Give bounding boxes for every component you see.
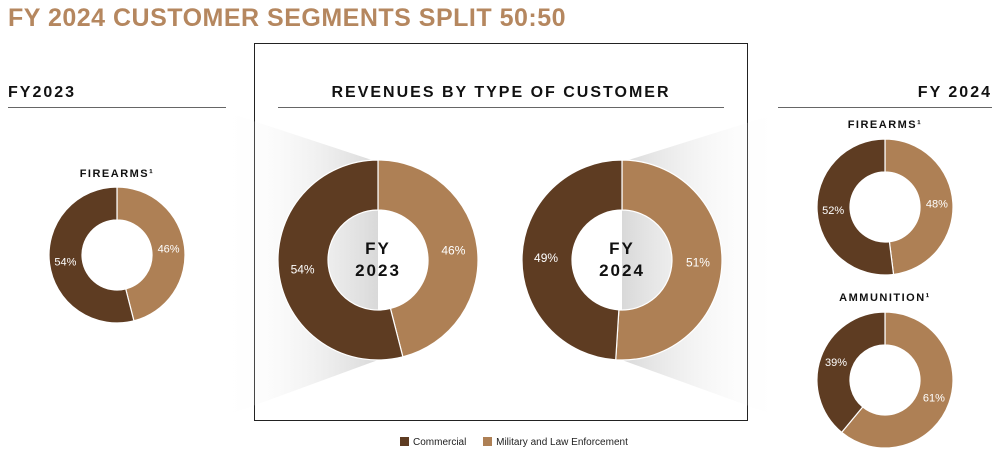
donut-center-label: 2024 (599, 261, 645, 280)
fy2023-rule (8, 107, 226, 108)
slice-label-commercial: 54% (54, 256, 76, 268)
donut-chart-5: 61% 39% AMMUNITION¹ (816, 292, 954, 449)
slice-commercial (48, 186, 135, 324)
legend-swatch-military (483, 437, 493, 446)
slice-label-military-and-law-enforcement: 51% (686, 256, 710, 270)
center-rule (278, 107, 724, 108)
slice-label-commercial: 39% (825, 357, 847, 369)
legend-label-commercial: Commercial (413, 437, 467, 448)
slice-label-military-and-law-enforcement: 46% (158, 243, 180, 255)
slice-label-military-and-law-enforcement: 48% (926, 199, 948, 211)
legend: Commercial Military and Law Enforcement (400, 437, 642, 448)
slice-military-and-law-enforcement (840, 311, 954, 449)
legend-swatch-commercial (400, 437, 409, 446)
donut-chart-3: 51% 49% FY 2024 (521, 159, 723, 361)
donut-chart-4: 48% 52% FIREARMS¹ (816, 119, 954, 276)
donut-center-label: FY (365, 239, 391, 258)
donut-title: AMMUNITION¹ (839, 292, 931, 304)
legend-item-commercial: Commercial (400, 437, 466, 448)
slice-military-and-law-enforcement (615, 159, 723, 361)
legend-label-military: Military and Law Enforcement (496, 437, 628, 448)
legend-item-military: Military and Law Enforcement (483, 437, 628, 448)
slice-commercial (277, 159, 404, 361)
donut-center-label: FY (609, 239, 635, 258)
fy2023-section-label: FY2023 (8, 84, 77, 101)
slice-label-commercial: 52% (822, 205, 844, 217)
fy2024-rule (778, 107, 992, 108)
slice-label-military-and-law-enforcement: 46% (441, 244, 465, 258)
slice-military-and-law-enforcement (884, 138, 954, 276)
slice-military-and-law-enforcement (377, 159, 479, 358)
donut-chart-1: 46% 54% FIREARMS¹ (48, 168, 186, 324)
slice-military-and-law-enforcement (116, 186, 186, 322)
donut-center-label: 2023 (355, 261, 401, 280)
slice-commercial (521, 159, 623, 361)
donut-chart-2: 46% 54% FY 2023 (277, 159, 479, 361)
donut-title: FIREARMS¹ (848, 119, 923, 131)
slice-label-military-and-law-enforcement: 61% (923, 392, 945, 404)
slice-label-commercial: 54% (291, 263, 315, 277)
donut-title: FIREARMS¹ (80, 168, 155, 180)
fy2024-section-label: FY 2024 (917, 84, 992, 101)
center-section-label: REVENUES BY TYPE OF CUSTOMER (331, 84, 671, 101)
slice-commercial (816, 138, 895, 276)
page-title: FY 2024 CUSTOMER SEGMENTS SPLIT 50:50 (8, 4, 567, 32)
slice-commercial (816, 311, 886, 434)
slice-label-commercial: 49% (534, 251, 558, 265)
